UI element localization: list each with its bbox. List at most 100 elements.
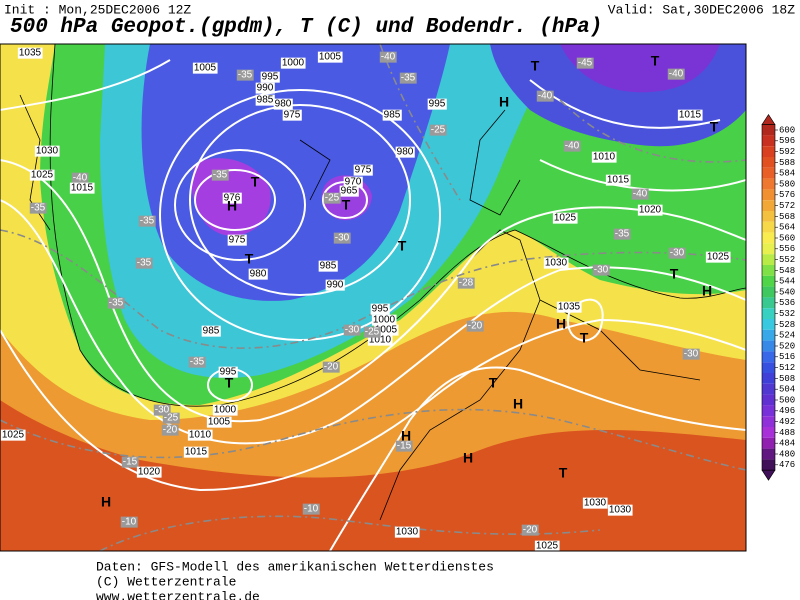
colorbar: 6005965925885845805765725685645605565525… (761, 114, 795, 481)
label-box (466, 320, 484, 332)
footer-line: www.wetterzentrale.de (96, 589, 260, 600)
colorbar-tick-label: 532 (779, 309, 795, 319)
colorbar-band (762, 340, 775, 352)
label-box (457, 277, 475, 289)
pressure-text: 1000 (373, 315, 396, 326)
label-box (631, 188, 649, 200)
pressure-system-label: T (251, 174, 260, 190)
colorbar-band (762, 254, 775, 265)
pressure-text: 1030 (584, 498, 607, 509)
label-box (605, 174, 631, 186)
label-box (280, 57, 306, 69)
map-frame (0, 43, 747, 552)
label-box (552, 212, 578, 224)
pressure-system-label: T (245, 251, 254, 267)
label-box (325, 279, 345, 291)
colorbar-tick-label: 552 (779, 255, 795, 265)
pressure-label: 976 (222, 192, 242, 204)
temperature-label: -20 (521, 524, 539, 536)
label-box (236, 69, 254, 81)
pressure-label: 1030 (394, 526, 420, 538)
pressure-system-label: H (702, 283, 712, 299)
temperature-label: -20 (161, 424, 179, 436)
pressure-text: 1005 (194, 63, 217, 74)
temperature-label: -25 (363, 326, 381, 338)
pressure-label: 1025 (534, 540, 560, 551)
label-box (576, 57, 594, 69)
pressure-system-label: H (463, 450, 473, 466)
colorbar-band (762, 373, 775, 384)
pressure-text: 1015 (679, 110, 702, 121)
label-box (333, 232, 351, 244)
label-box (395, 440, 413, 452)
label-box (343, 324, 361, 336)
label-box (302, 503, 320, 515)
pressure-label: 1010 (367, 334, 393, 346)
pressure-label: 1000 (371, 314, 397, 326)
temperature-label: -40 (631, 188, 649, 200)
colorbar-band (762, 437, 775, 449)
temperature-label: -35 (211, 169, 229, 181)
label-box (682, 348, 700, 360)
label-box (371, 314, 397, 326)
temperature-text: -30 (345, 325, 360, 336)
label-box (69, 182, 95, 194)
colorbar-tick-label: 528 (779, 320, 795, 330)
isotherms (0, 44, 746, 551)
label-box (282, 109, 302, 121)
colorbar-tick-label: 560 (779, 233, 795, 243)
label-box (323, 192, 341, 204)
pressure-text: 975 (284, 110, 301, 121)
temperature-label: -35 (29, 202, 47, 214)
temperature-label: -20 (322, 361, 340, 373)
temperature-text: -30 (335, 233, 350, 244)
temperature-text: -35 (140, 216, 155, 227)
colorbar-tick-label: 516 (779, 352, 795, 362)
temperature-label: -25 (323, 192, 341, 204)
temperature-label: -40 (536, 90, 554, 102)
field-purple-ne (560, 44, 720, 93)
colorbar-band (762, 383, 775, 395)
pressure-system-label: H (499, 94, 509, 110)
temperature-label: -40 (563, 140, 581, 152)
pressure-label: 985 (382, 109, 402, 121)
pressure-system-label: H (227, 198, 237, 214)
temperature-label: -35 (135, 257, 153, 269)
pressure-system-label: T (651, 53, 660, 69)
temperature-label: -30 (668, 247, 686, 259)
colorbar-tick-label: 512 (779, 363, 795, 373)
colorbar-band (762, 416, 775, 427)
colorbar-tick-label: 500 (779, 395, 795, 405)
label-box (373, 324, 399, 336)
label-box (677, 109, 703, 121)
label-box (582, 497, 608, 509)
pressure-label: 985 (318, 260, 338, 272)
label-box (161, 424, 179, 436)
temperature-text: -35 (31, 203, 46, 214)
temperature-text: -25 (365, 327, 380, 338)
pressure-text: 1030 (396, 527, 419, 538)
temperature-text: -20 (468, 321, 483, 332)
colorbar-tick-label: 592 (779, 147, 795, 157)
colorbar-tick-label: 480 (779, 449, 795, 459)
pressure-label: 995 (260, 71, 280, 83)
label-box (427, 98, 447, 110)
colorbar-band (762, 319, 775, 330)
footer: Daten: GFS-Modell des amerikanischen Wet… (96, 559, 494, 600)
colorbar-band (762, 362, 775, 373)
colorbar-tick-label: 588 (779, 158, 795, 168)
label-box (343, 176, 363, 188)
label-box (370, 303, 390, 315)
pressure-label: 1030 (34, 145, 60, 157)
temperature-label: -25 (429, 124, 447, 136)
pressure-text: 1015 (607, 175, 630, 186)
temperature-text: -45 (578, 58, 593, 69)
pressure-text: 985 (384, 110, 401, 121)
pressure-label: 1005 (192, 62, 218, 74)
pressure-label: 1010 (591, 151, 617, 163)
temperature-text: -15 (397, 441, 412, 452)
pressure-label: 1010 (187, 429, 213, 441)
pressure-text: 995 (220, 367, 237, 378)
